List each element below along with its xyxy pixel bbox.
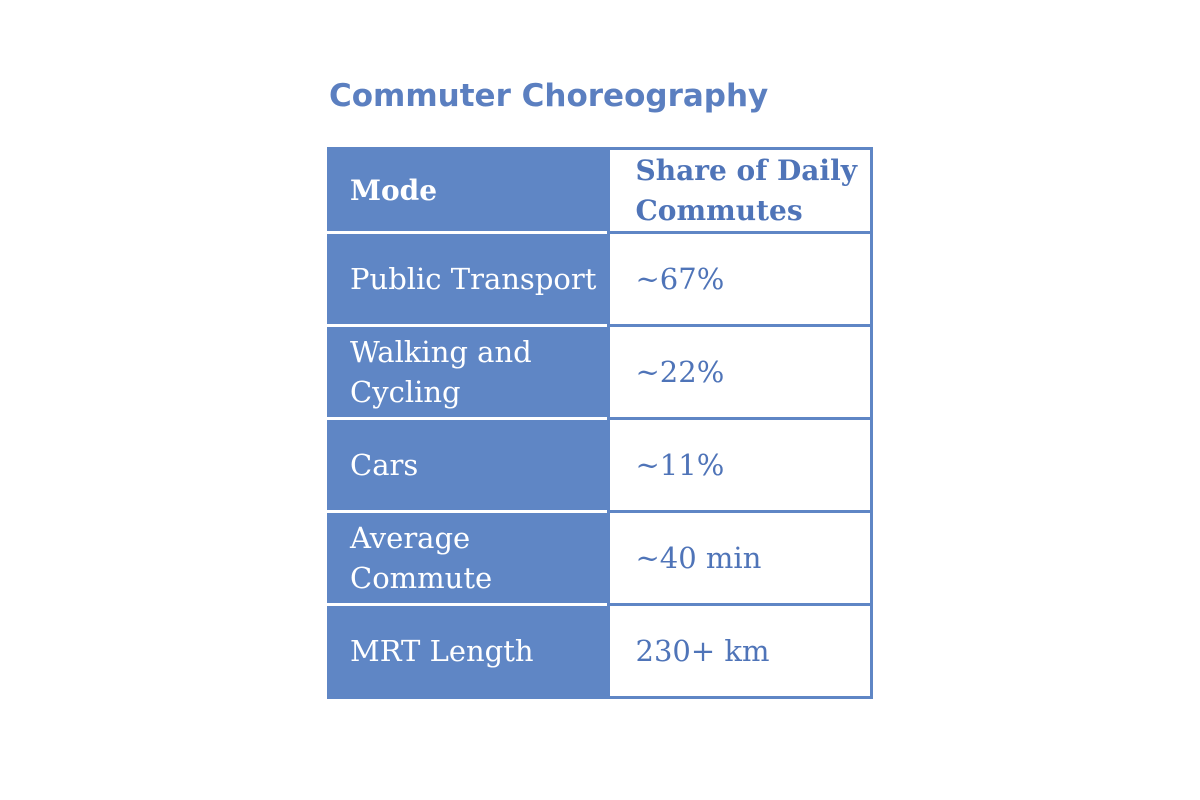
row-label: Cars (327, 417, 608, 512)
table-row: MRT Length 230+ km (327, 603, 873, 699)
row-value: ~67% (606, 231, 873, 326)
page-title: Commuter Choreography (329, 78, 769, 114)
row-value: ~22% (606, 324, 873, 419)
table-row: Average Commute ~40 min (327, 510, 873, 605)
row-value: ~40 min (606, 510, 873, 605)
table-row: Public Transport ~67% (327, 231, 873, 326)
header-mode: Mode (327, 147, 608, 233)
table-row: Cars ~11% (327, 417, 873, 512)
commute-table: Mode Share of Daily Commutes Public Tran… (327, 147, 873, 699)
row-label: MRT Length (327, 603, 608, 699)
row-label: Walking and Cycling (327, 324, 608, 419)
header-share: Share of Daily Commutes (606, 147, 873, 233)
row-label: Average Commute (327, 510, 608, 605)
row-label: Public Transport (327, 231, 608, 326)
row-value: ~11% (606, 417, 873, 512)
table-row: Walking and Cycling ~22% (327, 324, 873, 419)
row-value: 230+ km (606, 603, 873, 699)
table-header-row: Mode Share of Daily Commutes (327, 147, 873, 233)
